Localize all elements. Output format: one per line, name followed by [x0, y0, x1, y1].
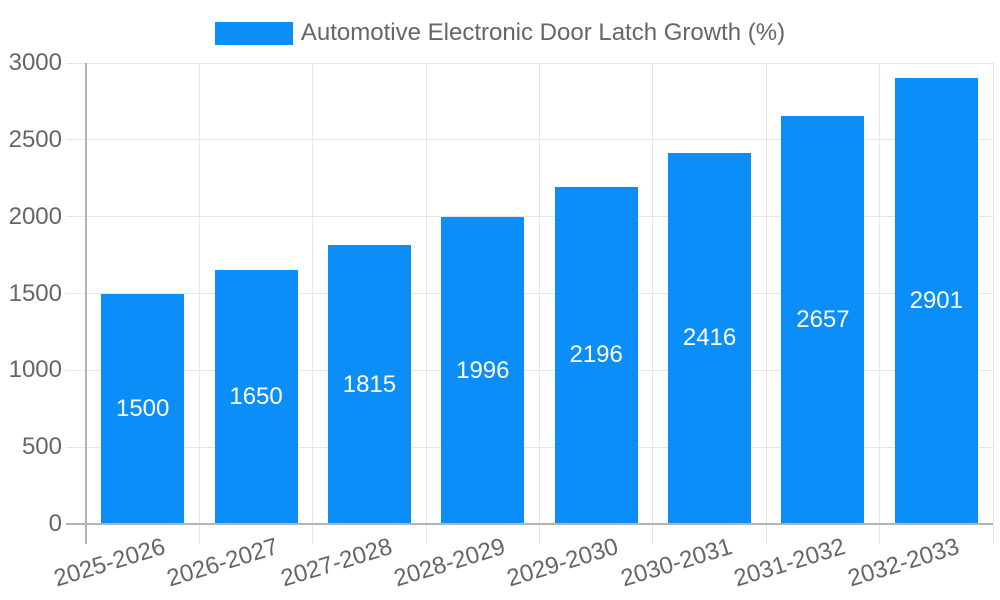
x-axis-tick-label: 2030-2031 [617, 533, 736, 593]
bar-value-label: 1650 [229, 383, 283, 411]
gridline-horizontal [66, 216, 993, 218]
legend-swatch [214, 21, 293, 45]
bar[interactable]: 2657 [781, 115, 865, 524]
bar[interactable]: 2416 [668, 152, 752, 524]
x-axis-tick-label: 2032-2033 [844, 533, 962, 593]
y-axis-tick-label: 500 [21, 433, 62, 461]
bar[interactable]: 1815 [327, 245, 411, 524]
y-axis-line [85, 63, 87, 544]
bar[interactable]: 2901 [894, 78, 978, 524]
bar-value-label: 2657 [796, 305, 850, 333]
bar[interactable]: 1500 [101, 293, 185, 524]
y-axis-tick-label: 3000 [8, 49, 62, 76]
bar-value-label: 2901 [909, 287, 963, 315]
y-axis-tick-label: 2500 [8, 125, 62, 153]
y-axis-tick-label: 0 [48, 510, 62, 537]
gridline-vertical [879, 63, 881, 544]
gridline-vertical [312, 63, 314, 544]
bar[interactable]: 1650 [214, 270, 298, 524]
x-axis-tick-label: 2027-2028 [277, 533, 396, 593]
x-axis-tick-label: 2025-2026 [50, 533, 169, 593]
legend[interactable]: Automotive Electronic Door Latch Growth … [0, 19, 1000, 47]
gridline-horizontal [66, 446, 993, 448]
gridline-vertical [992, 63, 994, 544]
gridline-horizontal [66, 293, 993, 294]
gridline-vertical [425, 63, 427, 544]
bar-value-label: 1996 [456, 356, 510, 384]
gridline-horizontal [66, 369, 993, 371]
y-axis-tick-label: 1500 [8, 279, 62, 307]
bar[interactable]: 2196 [554, 186, 638, 524]
gridline-vertical [652, 63, 654, 544]
gridline-vertical [765, 63, 767, 544]
gridline-vertical [198, 63, 200, 544]
legend-label: Automotive Electronic Door Latch Growth … [300, 19, 786, 46]
bar-value-label: 1815 [342, 370, 397, 398]
gridline-horizontal [66, 62, 993, 64]
y-axis-tick-label: 2000 [8, 202, 62, 230]
bar-value-label: 1500 [115, 394, 170, 422]
x-axis-line [66, 523, 993, 525]
x-axis-tick-label: 2031-2032 [730, 533, 849, 593]
x-axis-tick-label: 2028-2029 [390, 533, 509, 593]
plot-area: 0 500 1000 1500 2000 2500 3000 1500 1650 1815 1996… [9, 49, 994, 592]
x-axis-tick-label: 2026-2027 [164, 533, 282, 593]
y-axis-tick-label: 1000 [8, 356, 62, 384]
bar-value-label: 2416 [682, 324, 737, 352]
bar-value-label: 2196 [569, 341, 623, 369]
gridline-horizontal [66, 139, 993, 141]
x-axis-tick-label: 2029-2030 [504, 533, 622, 593]
gridline-vertical [539, 63, 540, 544]
bar[interactable]: 1996 [441, 217, 525, 524]
